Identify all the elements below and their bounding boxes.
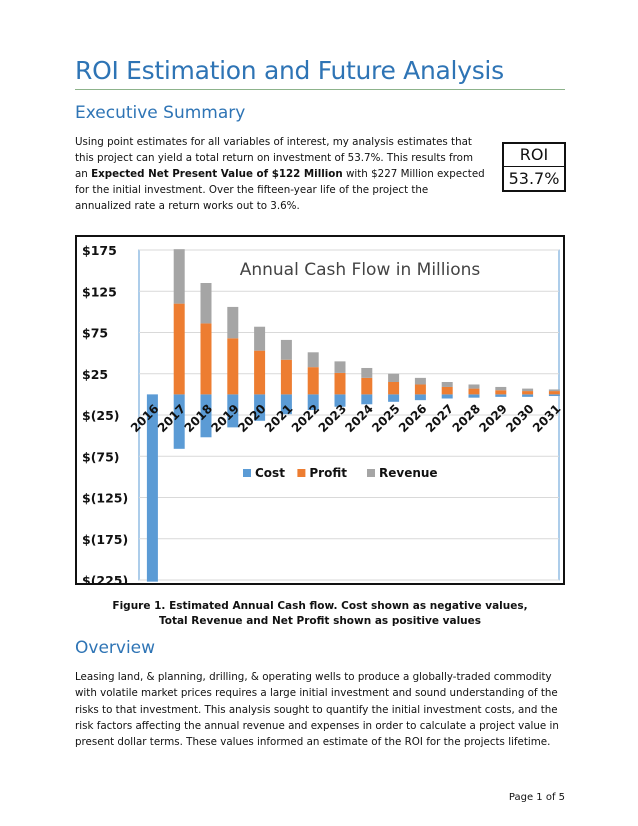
bar-revenue-2020: [254, 326, 266, 351]
y-tick-label: $75: [82, 326, 108, 341]
legend-swatch-revenue: [367, 469, 375, 477]
caption-line-1: Figure 1. Estimated Annual Cash flow. Co…: [112, 600, 528, 612]
bar-profit-2029: [495, 390, 507, 395]
bar-revenue-2022: [307, 352, 319, 368]
bar-profit-2028: [468, 388, 480, 395]
x-tick-label-2031: 2031: [530, 402, 563, 436]
x-tick-label-2026: 2026: [396, 402, 430, 436]
bar-revenue-2030: [522, 388, 534, 392]
y-tick-label: $125: [82, 284, 117, 299]
bar-profit-2030: [522, 391, 534, 395]
x-tick-label-2023: 2023: [316, 402, 350, 436]
bar-cost-2031: [548, 394, 560, 397]
bar-revenue-2029: [495, 386, 507, 391]
x-tick-label-2029: 2029: [476, 402, 510, 436]
bar-profit-2022: [307, 367, 319, 395]
bar-revenue-2023: [334, 361, 346, 373]
bar-cost-2020: [254, 394, 266, 421]
summary-text-part-1: Using point estimates for all variables …: [75, 136, 473, 180]
bar-profit-2031: [548, 391, 560, 395]
bar-revenue-2025: [388, 373, 400, 382]
y-tick-label: $(25): [82, 408, 120, 423]
bar-revenue-2026: [414, 377, 426, 385]
bar-profit-2027: [441, 386, 453, 395]
bar-revenue-2027: [441, 382, 453, 387]
y-tick-label: $(225): [82, 573, 128, 583]
bar-profit-2019: [227, 338, 239, 395]
bar-cost-2025: [388, 394, 400, 402]
bar-profit-2024: [361, 377, 373, 395]
bar-profit-2018: [200, 323, 212, 395]
bar-cost-2024: [361, 394, 373, 405]
bar-cost-2030: [522, 394, 534, 397]
bar-cost-2021: [280, 394, 292, 415]
legend-swatch-cost: [243, 469, 251, 477]
bar-cost-2029: [495, 394, 507, 397]
bar-revenue-2019: [227, 306, 239, 339]
y-tick-label: $175: [82, 243, 117, 258]
figure-caption: Figure 1. Estimated Annual Cash flow. Co…: [75, 599, 565, 629]
document-title: ROI Estimation and Future Analysis: [75, 56, 504, 85]
x-tick-label-2024: 2024: [342, 402, 376, 436]
bar-revenue-2021: [280, 339, 292, 360]
legend-label-profit: Profit: [309, 466, 347, 480]
bar-revenue-2018: [200, 283, 212, 324]
bar-profit-2017: [173, 303, 185, 395]
roi-label: ROI: [504, 144, 564, 167]
bar-profit-2021: [280, 359, 292, 395]
legend-swatch-profit: [297, 469, 306, 477]
bar-profit-2025: [388, 382, 400, 395]
roi-box: ROI 53.7%: [502, 142, 566, 192]
title-divider: [75, 89, 565, 90]
y-tick-label: $(175): [82, 532, 128, 547]
bar-cost-2019: [227, 394, 239, 428]
executive-summary-heading: Executive Summary: [75, 103, 246, 123]
bar-cost-2022: [307, 394, 319, 411]
cash-flow-chart: $175 $125 $75 $25 $(25) $(75) $(125) $(175) $(22…: [75, 235, 565, 585]
x-tick-label-2022: 2022: [289, 402, 323, 436]
x-tick-label-2028: 2028: [450, 402, 484, 436]
bar-cost-2026: [414, 394, 426, 401]
legend-label-revenue: Revenue: [379, 466, 438, 480]
chart-svg: $175 $125 $75 $25 $(25) $(75) $(125) $(175) $(22…: [82, 243, 563, 583]
executive-summary-paragraph: Using point estimates for all variables …: [75, 134, 487, 214]
bar-profit-2023: [334, 372, 346, 395]
legend-label-cost: Cost: [255, 466, 285, 480]
bar-revenue-2024: [361, 367, 373, 378]
overview-paragraph: Leasing land, & planning, drilling, & op…: [75, 671, 559, 749]
bar-revenue-2031: [548, 389, 560, 392]
bar-revenue-2017: [173, 249, 185, 304]
caption-line-2: Total Revenue and Net Profit shown as po…: [158, 615, 482, 627]
bar-cost-2023: [334, 394, 346, 407]
y-tick-label: $(75): [82, 449, 120, 464]
bar-revenue-2028: [468, 384, 480, 389]
summary-bold-npv: Expected Net Present Value of $122 Milli…: [91, 168, 343, 180]
x-tick-label-2027: 2027: [423, 402, 457, 436]
x-tick-label-2030: 2030: [503, 402, 537, 436]
x-tick-label-2021: 2021: [262, 402, 296, 436]
bar-cost-2016: [146, 394, 158, 582]
y-tick-label: $25: [82, 367, 108, 382]
bar-cost-2027: [441, 394, 453, 399]
bar-cost-2017: [173, 394, 185, 449]
page-number: Page 1 of 5: [508, 792, 565, 803]
roi-value: 53.7%: [508, 169, 560, 188]
y-tick-label: $(125): [82, 491, 128, 506]
overview-heading: Overview: [75, 638, 156, 658]
summary-text-part-2: with $227 Million expected for the initi…: [75, 168, 485, 212]
bar-profit-2020: [254, 350, 266, 395]
chart-title: Annual Cash Flow in Millions: [240, 260, 481, 280]
bar-cost-2018: [200, 394, 212, 438]
x-tick-label-2025: 2025: [369, 402, 403, 436]
bar-profit-2026: [414, 384, 426, 395]
bar-cost-2028: [468, 394, 480, 398]
